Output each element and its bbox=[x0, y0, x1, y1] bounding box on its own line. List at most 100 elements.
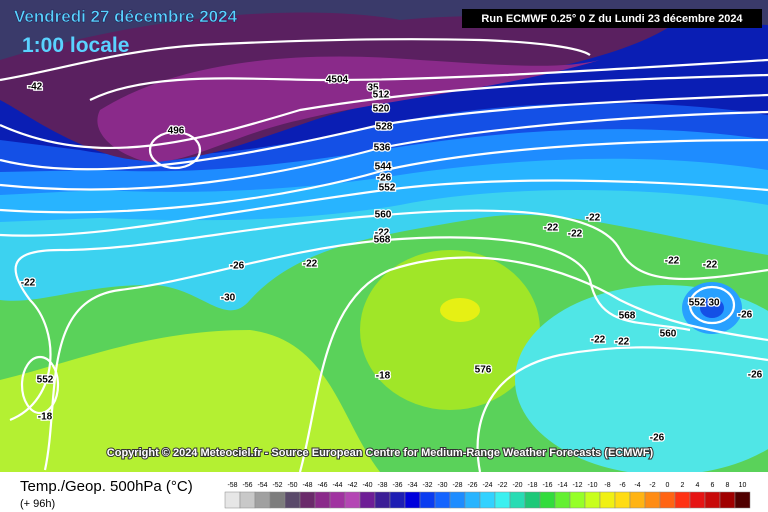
scale-label: -22 bbox=[497, 482, 507, 489]
scale-swatch bbox=[374, 491, 391, 509]
scale-label: -28 bbox=[452, 482, 462, 489]
contour-label: 512 bbox=[373, 90, 390, 101]
scale-swatch bbox=[479, 491, 496, 509]
contour-label: -30 bbox=[221, 293, 236, 304]
contour-label: 536 bbox=[374, 143, 391, 154]
contour-label: -22 bbox=[703, 260, 718, 271]
scale-label: -16 bbox=[542, 482, 552, 489]
scale-swatch bbox=[299, 491, 316, 509]
scale-swatch bbox=[509, 491, 526, 509]
scale-label: -36 bbox=[392, 482, 402, 489]
warm-area bbox=[360, 250, 540, 410]
contour-labels: -42450435512520528536496544-26552560-225… bbox=[20, 73, 764, 445]
scale-swatch bbox=[644, 491, 661, 509]
scale-label: -24 bbox=[482, 482, 492, 489]
contour-label: -22 bbox=[615, 337, 630, 348]
contour-label: 4504 bbox=[326, 75, 349, 86]
scale-swatch bbox=[359, 491, 376, 509]
scale-swatch bbox=[314, 491, 331, 509]
contour-label: -22 bbox=[375, 228, 390, 239]
contour-label: -22 bbox=[21, 278, 36, 289]
footer-title: Temp./Geop. 500hPa (°C) bbox=[20, 478, 193, 495]
scale-label: -30 bbox=[437, 482, 447, 489]
scale-label: -8 bbox=[604, 482, 610, 489]
warm-core bbox=[440, 298, 480, 322]
contour bbox=[89, 58, 768, 101]
contour-label: -26 bbox=[650, 433, 665, 444]
scale-swatch bbox=[599, 491, 616, 509]
scale-swatch bbox=[539, 491, 556, 509]
contour-label: -26 bbox=[377, 173, 392, 184]
contour-label: 520 bbox=[373, 104, 390, 115]
contour-label: 560 bbox=[660, 329, 677, 340]
scale-label: -54 bbox=[257, 482, 267, 489]
contour-label: 576 bbox=[475, 365, 492, 376]
scale-label: -12 bbox=[572, 482, 582, 489]
copyright: Copyright © 2024 Meteociel.fr - Source E… bbox=[107, 447, 654, 459]
contour bbox=[0, 179, 768, 237]
contour-label: -26 bbox=[230, 261, 245, 272]
scale-swatch bbox=[344, 491, 361, 509]
scale-swatch bbox=[434, 491, 451, 509]
contour-label: -22 bbox=[586, 213, 601, 224]
scale-swatch bbox=[614, 491, 631, 509]
scale-swatch bbox=[584, 491, 601, 509]
contour bbox=[0, 138, 768, 214]
contour-label: -22 bbox=[303, 259, 318, 270]
scale-label: -14 bbox=[557, 482, 567, 489]
contour bbox=[0, 73, 768, 149]
scale-swatch bbox=[404, 491, 421, 509]
contour-label: 568 bbox=[619, 311, 636, 322]
scale-swatch bbox=[239, 491, 256, 509]
contour bbox=[9, 209, 768, 422]
scale-label: -6 bbox=[619, 482, 625, 489]
scale-label: -50 bbox=[287, 482, 297, 489]
contour-label: -18 bbox=[38, 412, 53, 423]
date: Vendredi 27 décembre 2024 bbox=[14, 7, 238, 26]
run: Run ECMWF 0.25° 0 Z du Lundi 23 décembre… bbox=[481, 13, 743, 25]
scale-swatch bbox=[269, 491, 286, 509]
contour bbox=[148, 130, 202, 170]
scale-swatch bbox=[554, 491, 571, 509]
scale-label: 4 bbox=[696, 482, 700, 489]
scale-swatch bbox=[464, 491, 481, 509]
scale-label: -44 bbox=[332, 482, 342, 489]
contour-label: -22 bbox=[665, 256, 680, 267]
scale-swatch bbox=[254, 491, 271, 509]
scale-label: -58 bbox=[227, 482, 237, 489]
contour bbox=[0, 38, 591, 82]
contour bbox=[43, 236, 691, 471]
scale-label: 8 bbox=[726, 482, 730, 489]
contour-label: 552 bbox=[689, 298, 706, 309]
scale-swatch bbox=[284, 491, 301, 509]
contour-label: -42 bbox=[28, 82, 43, 93]
contour-label: -26 bbox=[738, 310, 753, 321]
contour-label: 544 bbox=[375, 162, 392, 173]
scale-swatch bbox=[494, 491, 511, 509]
contour-label: 552 bbox=[379, 183, 396, 194]
footer-lead: (+ 96h) bbox=[20, 498, 55, 510]
scale-swatch bbox=[629, 491, 646, 509]
contour-label: 552 bbox=[37, 375, 54, 386]
contour-label: 528 bbox=[376, 122, 393, 133]
scale-label: -18 bbox=[527, 482, 537, 489]
warm-area bbox=[0, 330, 380, 472]
scale-swatch bbox=[674, 491, 691, 509]
contour bbox=[298, 256, 768, 473]
scale-swatch bbox=[689, 491, 706, 509]
scale-label: -32 bbox=[422, 482, 432, 489]
scale-label: -48 bbox=[302, 482, 312, 489]
scale-label: -40 bbox=[362, 482, 372, 489]
contour-label: -22 bbox=[568, 229, 583, 240]
contour-label: 568 bbox=[374, 235, 391, 246]
scale-swatch bbox=[329, 491, 346, 509]
scale-swatch bbox=[449, 491, 466, 509]
scale-label: -56 bbox=[242, 482, 252, 489]
contour bbox=[476, 346, 768, 473]
contour-label: 496 bbox=[168, 126, 185, 137]
contours bbox=[0, 38, 768, 473]
scale-swatch bbox=[524, 491, 541, 509]
run-box bbox=[462, 9, 762, 28]
